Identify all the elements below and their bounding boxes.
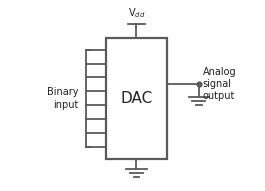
Text: DAC: DAC	[120, 91, 153, 106]
Text: Analog
signal
output: Analog signal output	[203, 66, 236, 101]
Bar	[106, 38, 167, 159]
Text: V$_{dd}$: V$_{dd}$	[128, 6, 146, 20]
Text: Binary
input: Binary input	[47, 87, 78, 110]
